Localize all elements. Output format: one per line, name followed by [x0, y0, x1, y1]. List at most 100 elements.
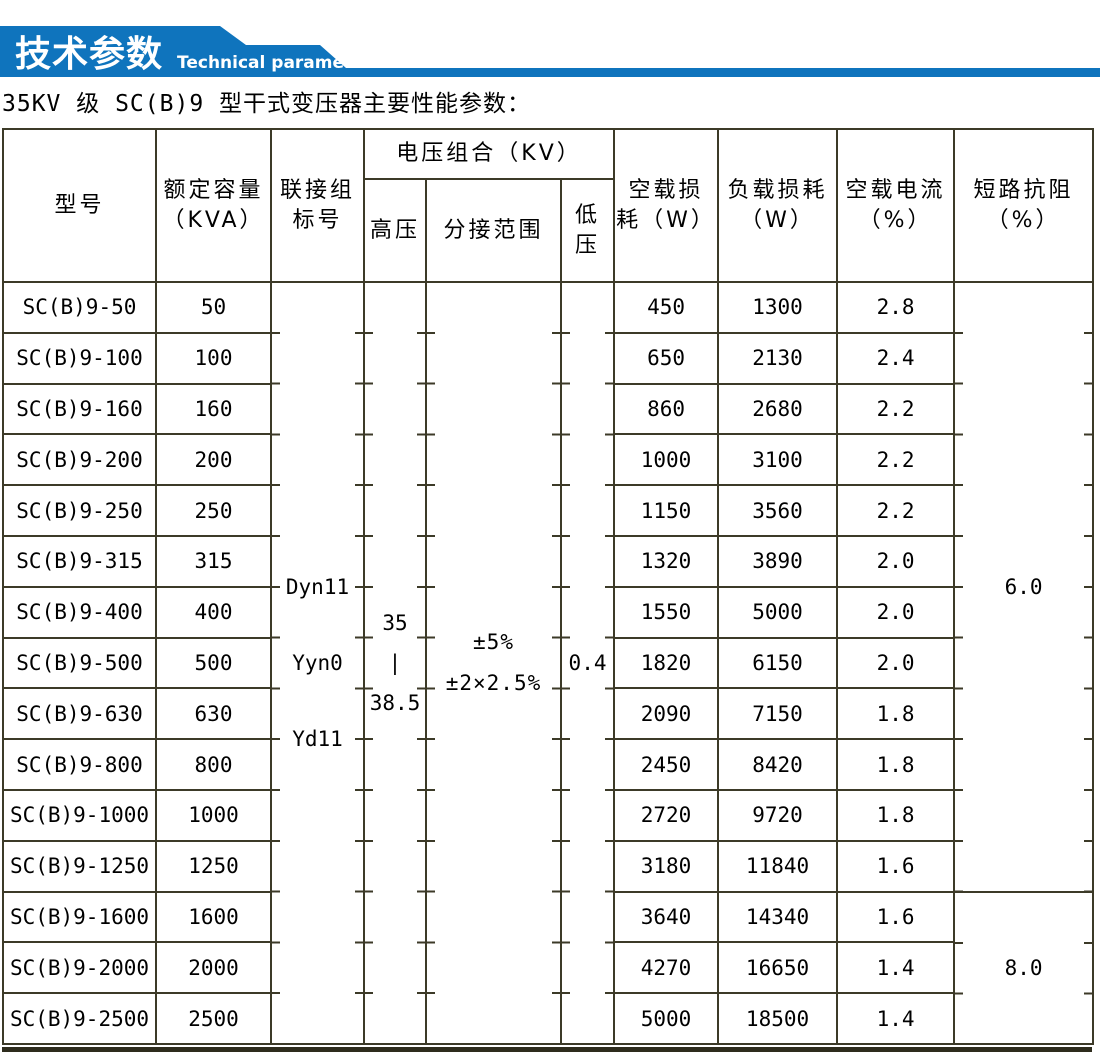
spec-table: 型号 额定容量 （KVA） 联接组 标号 电压组合（KV） 空载损 耗（W） 负…: [2, 128, 1095, 1045]
table-row: SC(B)9-500 500 1820 6150 2.0: [2, 636, 1093, 690]
cell-lv: 0.4: [559, 281, 616, 1045]
cell-noload-current: 2.0: [836, 585, 956, 639]
cell-tap-range-line: ±5%: [473, 629, 514, 654]
cell-load-loss: 2130: [717, 331, 839, 385]
cell-vector-group-line: Dyn11: [285, 574, 350, 599]
table-row: SC(B)9-1000 1000 2720 9720 1.8: [2, 788, 1093, 842]
cell-noload-loss: 1550: [613, 585, 720, 639]
cell-noload-current: 2.2: [836, 484, 956, 537]
cell-model: SC(B)9-2000: [2, 941, 157, 995]
header-noload-current: 空载电流 （%）: [836, 128, 956, 283]
header-noload-loss: 空载损 耗（W）: [613, 128, 720, 283]
cell-load-loss: 9720: [717, 788, 839, 842]
cell-noload-current: 1.6: [836, 890, 956, 944]
cell-noload-current: 2.0: [836, 636, 956, 690]
cell-noload-current: 2.2: [836, 433, 956, 487]
cell-noload-current: 2.2: [836, 382, 956, 436]
cell-hv-line: 35: [382, 610, 408, 635]
cell-capacity: 1000: [155, 788, 272, 842]
cell-noload-loss: 2450: [613, 738, 720, 791]
table-body: SC(B)9-50 50 Dyn11 Yyn0 Yd11 35 | 38.5 ±5% ±2×2.5…: [2, 281, 1095, 1045]
cell-capacity: 315: [155, 534, 272, 588]
cell-model: SC(B)9-160: [2, 382, 157, 436]
banner-title-en: Technical parameter: [177, 53, 373, 73]
cell-model: SC(B)9-1600: [2, 890, 157, 944]
table-row: SC(B)9-100 100 650 2130 2.4: [2, 331, 1093, 385]
table-row: SC(B)9-2500 2500 5000 18500 1.4: [2, 992, 1093, 1045]
cell-noload-loss: 650: [613, 331, 720, 385]
cell-load-loss: 11840: [717, 839, 839, 893]
cell-noload-loss: 1150: [613, 484, 720, 537]
cell-noload-current: 1.4: [836, 992, 956, 1045]
table-bottom-rule: [2, 1047, 1092, 1052]
cell-capacity: 160: [155, 382, 272, 436]
cell-model: SC(B)9-2500: [2, 992, 157, 1045]
banner-shape: [0, 26, 1100, 77]
cell-load-loss: 16650: [717, 941, 839, 995]
cell-capacity: 1250: [155, 839, 272, 893]
cell-tap-range: ±5% ±2×2.5%: [425, 281, 562, 1045]
cell-capacity: 2500: [155, 992, 272, 1045]
cell-noload-loss: 860: [613, 382, 720, 436]
cell-noload-loss: 1320: [613, 534, 720, 588]
cell-model: SC(B)9-800: [2, 738, 157, 791]
cell-model: SC(B)9-50: [2, 281, 157, 334]
table-row: SC(B)9-400 400 1550 5000 2.0: [2, 585, 1093, 639]
cell-load-loss: 14340: [717, 890, 839, 944]
cell-noload-current: 1.8: [836, 738, 956, 791]
cell-load-loss: 7150: [717, 687, 839, 741]
header-impedance: 短路抗阻 （%）: [953, 128, 1095, 283]
table-header: 型号 额定容量 （KVA） 联接组 标号 电压组合（KV） 空载损 耗（W） 负…: [2, 128, 1095, 283]
cell-load-loss: 5000: [717, 585, 839, 639]
cell-noload-loss: 1000: [613, 433, 720, 487]
cell-noload-current: 1.4: [836, 941, 956, 995]
cell-impedance-top: 6.0: [953, 281, 1095, 893]
table-row: SC(B)9-800 800 2450 8420 1.8: [2, 738, 1093, 791]
cell-hv-line: |: [388, 650, 402, 675]
table-caption: 35KV 级 SC(B)9 型干式变压器主要性能参数：: [2, 91, 532, 117]
cell-model: SC(B)9-500: [2, 636, 157, 690]
cell-noload-loss: 450: [613, 281, 720, 334]
cell-model: SC(B)9-400: [2, 585, 157, 639]
table-row: SC(B)9-50 50 Dyn11 Yyn0 Yd11 35 | 38.5 ±5% ±2×2.5…: [2, 281, 1095, 1045]
cell-capacity: 2000: [155, 941, 272, 995]
table-row: SC(B)9-250 250 1150 3560 2.2: [2, 484, 1093, 537]
cell-hv-line: 38.5: [369, 690, 421, 715]
cell-capacity: 50: [155, 281, 272, 334]
cell-noload-loss: 1820: [613, 636, 720, 690]
table-row: SC(B)9-160 160 860 2680 2.2: [2, 382, 1093, 436]
cell-load-loss: 3890: [717, 534, 839, 588]
table-row: SC(B)9-200 200 1000 3100 2.2: [2, 433, 1093, 487]
cell-noload-loss: 3640: [613, 890, 720, 944]
cell-capacity: 500: [155, 636, 272, 690]
header-model: 型号: [2, 128, 157, 283]
cell-vector-group-line: Yd11: [292, 726, 343, 751]
header-load-loss: 负载损耗 （W）: [717, 128, 839, 283]
header-lv: 低 压: [559, 178, 616, 283]
header-tap-range: 分接范围: [425, 178, 562, 283]
header-capacity: 额定容量 （KVA）: [155, 128, 272, 283]
table-row: SC(B)9-630 630 2090 7150 1.8: [2, 687, 1093, 741]
cell-capacity: 400: [155, 585, 272, 639]
table-row: SC(B)9-1250 1250 3180 11840 1.6: [2, 839, 1093, 893]
cell-model: SC(B)9-100: [2, 331, 157, 385]
banner-title-cn: 技术参数: [15, 34, 164, 75]
cell-noload-loss: 3180: [613, 839, 720, 893]
cell-impedance-bottom: 8.0: [953, 890, 1095, 1045]
cell-vector-group: Dyn11 Yyn0 Yd11: [270, 281, 365, 1045]
cell-hv: 35 | 38.5: [363, 281, 427, 1045]
cell-capacity: 250: [155, 484, 272, 537]
header-hv: 高压: [363, 178, 427, 283]
cell-capacity: 100: [155, 331, 272, 385]
cell-noload-current: 1.8: [836, 687, 956, 741]
cell-noload-loss: 2720: [613, 788, 720, 842]
cell-noload-current: 2.8: [836, 281, 956, 334]
cell-capacity: 1600: [155, 890, 272, 944]
cell-model: SC(B)9-250: [2, 484, 157, 537]
cell-load-loss: 6150: [717, 636, 839, 690]
cell-noload-loss: 2090: [613, 687, 720, 741]
cell-noload-current: 2.0: [836, 534, 956, 588]
header-vector-group: 联接组 标号: [270, 128, 365, 283]
cell-vector-group-line: Yyn0: [292, 650, 343, 675]
